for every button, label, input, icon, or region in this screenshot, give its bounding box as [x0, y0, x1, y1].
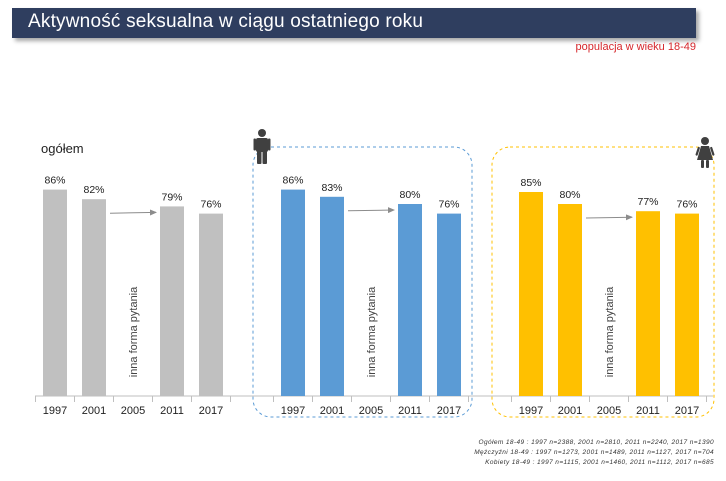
- x-tick-label: 2001: [320, 405, 344, 417]
- trend-arrow: [109, 209, 157, 216]
- x-tick-label: 2005: [597, 405, 621, 417]
- bar-women-2017: [675, 213, 699, 396]
- bar-total-2017: [199, 213, 223, 396]
- bar-men-1997: [281, 189, 305, 396]
- bar-men-2017: [437, 213, 461, 396]
- group-label-total: ogółem: [41, 141, 84, 156]
- x-tick-label: 2011: [160, 405, 184, 417]
- note-2005-label: inna forma pytania: [128, 286, 140, 377]
- footnote-total: Ogółem 18-49 : 1997 n=2388, 2001 n=2810,…: [478, 439, 714, 446]
- data-label: 77%: [637, 196, 658, 208]
- x-tick-label: 1997: [281, 405, 305, 417]
- x-tick-label: 2005: [359, 405, 383, 417]
- x-tick-label: 2017: [199, 405, 223, 417]
- data-label: 80%: [559, 189, 580, 201]
- x-tick-label: 2001: [82, 405, 106, 417]
- data-label: 86%: [282, 175, 303, 187]
- bar-men-2001: [320, 196, 344, 396]
- x-tick-label: 2011: [636, 405, 660, 417]
- footnote-women: Kobiety 18-49 : 1997 n=1115, 2001 n=1460…: [485, 459, 714, 466]
- data-label: 76%: [676, 199, 697, 211]
- x-tick-label: 2011: [398, 405, 422, 417]
- men-group-frame: [252, 146, 473, 418]
- x-tick-label: 2001: [558, 405, 582, 417]
- x-tick-label: 2005: [121, 405, 145, 417]
- footnote-men: Mężczyźni 18-49 : 1997 n=1273, 2001 n=14…: [474, 449, 714, 456]
- bar-total-2011: [160, 206, 184, 396]
- x-tick-label: 2017: [437, 405, 461, 417]
- x-tick-label: 1997: [519, 405, 543, 417]
- data-label: 83%: [321, 182, 342, 194]
- trend-arrow: [585, 214, 633, 221]
- x-tick-label: 1997: [43, 405, 67, 417]
- footnotes: Ogółem 18-49 : 1997 n=2388, 2001 n=2810,…: [474, 438, 714, 468]
- data-label: 80%: [399, 189, 420, 201]
- bar-total-1997: [43, 189, 67, 396]
- chart-subtitle: populacja w wieku 18-49: [575, 41, 696, 53]
- bar-women-2001: [558, 204, 582, 396]
- data-label: 86%: [44, 175, 65, 187]
- women-group-frame: [491, 146, 715, 418]
- bar-women-1997: [519, 192, 543, 396]
- trend-arrow: [347, 207, 395, 214]
- data-label: 76%: [438, 199, 459, 211]
- data-label: 79%: [161, 191, 182, 203]
- data-label: 76%: [200, 199, 221, 211]
- note-2005-label: inna forma pytania: [604, 286, 616, 377]
- chart-title: Aktywność seksualna w ciągu ostatniego r…: [28, 11, 424, 32]
- data-label: 82%: [83, 184, 104, 196]
- bar-total-2001: [82, 199, 106, 396]
- x-tick-label: 2017: [675, 405, 699, 417]
- data-label: 85%: [520, 177, 541, 189]
- title-bar: Aktywność seksualna w ciągu ostatniego r…: [12, 8, 696, 38]
- man-icon: [253, 129, 271, 164]
- note-2005-label: inna forma pytania: [366, 286, 378, 377]
- bar-men-2011: [398, 204, 422, 396]
- bar-women-2011: [636, 211, 660, 396]
- woman-icon: [695, 137, 715, 168]
